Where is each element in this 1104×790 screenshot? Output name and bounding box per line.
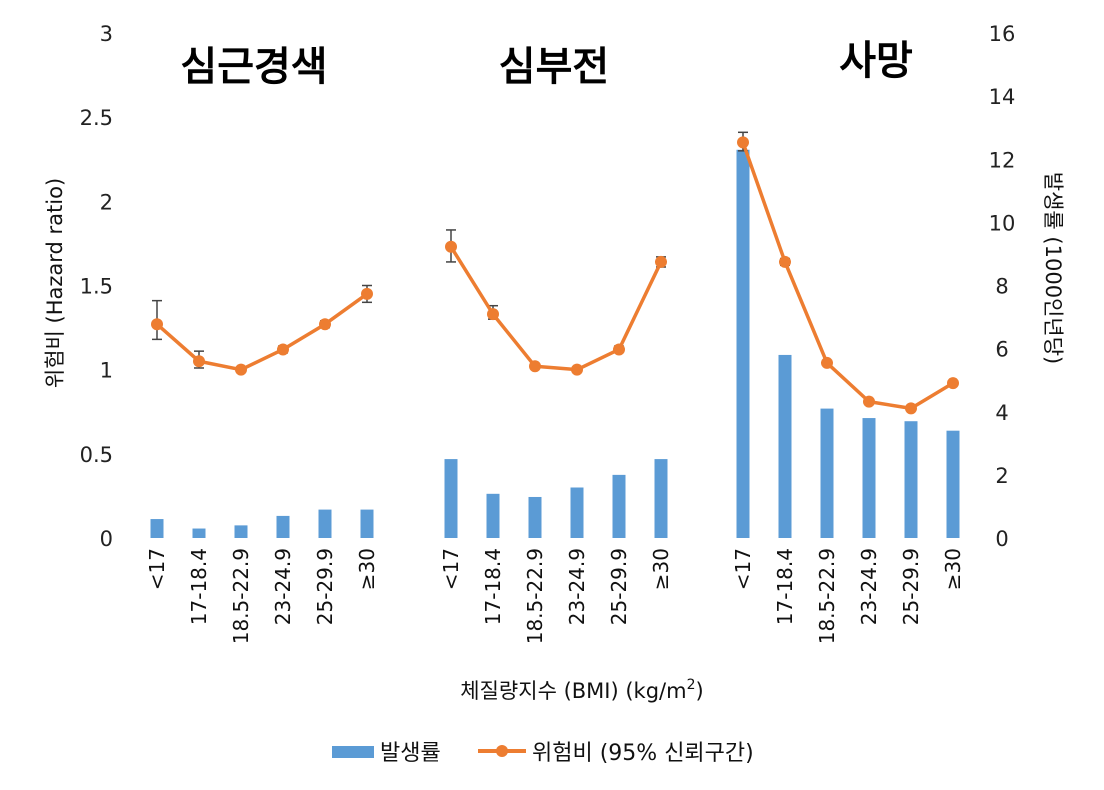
category-tick-label: 18.5-22.9 [523, 548, 547, 644]
category-tick-label: 17-18.4 [187, 548, 211, 625]
hazard-ratio-point [319, 318, 331, 331]
legend-bar-swatch [332, 746, 374, 758]
right-axis-title: 발생률 (1000인년당) [1041, 172, 1065, 364]
hazard-ratio-point [361, 287, 373, 300]
right-tick-label: 10 [989, 211, 1016, 235]
hazard-ratio-line [741, 141, 954, 411]
category-tick-label: 25-29.9 [607, 548, 631, 625]
hazard-ratio-point [737, 136, 749, 149]
right-tick-label: 8 [995, 275, 1008, 299]
category-tick-label: 18.5-22.9 [229, 548, 253, 644]
left-tick-label: 0.5 [80, 443, 113, 467]
incidence-bar [778, 354, 792, 538]
hazard-ratio-point [947, 377, 959, 390]
hazard-ratio-line [155, 292, 369, 372]
category-tick-label: ≥30 [941, 548, 965, 590]
category-tick-label: 17-18.4 [481, 548, 505, 625]
left-tick-label: 2.5 [80, 106, 113, 130]
incidence-bar [276, 515, 290, 538]
category-tick-label: 17-18.4 [773, 548, 797, 625]
incidence-bar [862, 418, 876, 538]
right-tick-label: 12 [989, 148, 1016, 172]
category-tick-label: 18.5-22.9 [815, 548, 839, 644]
left-tick-label: 1 [100, 359, 113, 383]
category-tick-label: 25-29.9 [899, 548, 923, 625]
hazard-ratio-point [445, 240, 457, 253]
hazard-ratio-point [655, 255, 667, 268]
right-tick-label: 6 [995, 338, 1008, 362]
panel-title: 심근경색 [180, 44, 327, 90]
category-tick-label: <17 [145, 548, 169, 590]
right-tick-label: 2 [995, 464, 1008, 488]
incidence-bar [150, 519, 164, 538]
incidence-bar [736, 149, 750, 538]
x-axis-title: 체질량지수 (BMI) (kg/m2) [460, 677, 703, 703]
hazard-ratio-line [449, 245, 663, 372]
right-tick-label: 0 [995, 527, 1008, 551]
incidence-bar [904, 421, 918, 538]
panel-title: 사망 [839, 38, 913, 84]
hazard-ratio-point [277, 343, 289, 356]
incidence-bar [234, 525, 248, 538]
hazard-ratio-point [235, 363, 247, 376]
legend-line-label: 위험비 (95% 신뢰구간) [532, 741, 754, 766]
legend: 발생률 위험비 (95% 신뢰구간) [332, 741, 754, 766]
left-tick-label: 3 [100, 22, 113, 46]
category-tick-label: ≥30 [355, 548, 379, 590]
left-tick-label: 0 [100, 527, 113, 551]
category-tick-label: <17 [731, 548, 755, 590]
hazard-ratio-point [863, 395, 875, 408]
category-tick-label: ≥30 [649, 548, 673, 590]
hazard-ratio-point [779, 255, 791, 268]
right-tick-label: 4 [995, 401, 1008, 425]
incidence-bar [612, 474, 626, 538]
right-tick-label: 14 [989, 85, 1016, 109]
left-axis-title: 위험비 (Hazard ratio) [43, 178, 67, 388]
hazard-ratio-point [613, 343, 625, 356]
category-tick-label: 25-29.9 [313, 548, 337, 625]
incidence-bar [192, 528, 206, 538]
incidence-bar [654, 459, 668, 538]
panel-title: 심부전 [499, 44, 609, 90]
legend-line-marker [496, 745, 508, 757]
left-tick-label: 1.5 [80, 275, 113, 299]
incidence-bar [570, 487, 584, 538]
incidence-bar [360, 509, 374, 538]
incidence-bar [486, 493, 500, 538]
hazard-ratio-point [905, 402, 917, 415]
x-axis-title-end: ) [696, 679, 704, 703]
category-tick-label: 23-24.9 [271, 548, 295, 625]
category-tick-label: <17 [439, 548, 463, 590]
category-tick-label: 23-24.9 [565, 548, 589, 625]
hazard-ratio-point [487, 308, 499, 321]
incidence-bar [946, 430, 960, 538]
legend-bar-label: 발생률 [380, 741, 441, 766]
hazard-ratio-point [529, 360, 541, 373]
hazard-ratio-point [571, 363, 583, 376]
hazard-ratio-point [151, 318, 163, 331]
hazard-ratio-point [193, 355, 205, 368]
incidence-bar [820, 408, 834, 538]
incidence-bar [528, 496, 542, 538]
left-tick-label: 2 [100, 190, 113, 214]
hazard-ratio-point [821, 356, 833, 369]
x-axis-title-main: 체질량지수 (BMI) (kg/m [460, 679, 686, 703]
category-tick-label: 23-24.9 [857, 548, 881, 625]
right-tick-label: 16 [989, 22, 1016, 46]
incidence-bar [318, 509, 332, 538]
x-axis-title-superscript: 2 [687, 677, 696, 693]
incidence-bar [444, 459, 458, 538]
